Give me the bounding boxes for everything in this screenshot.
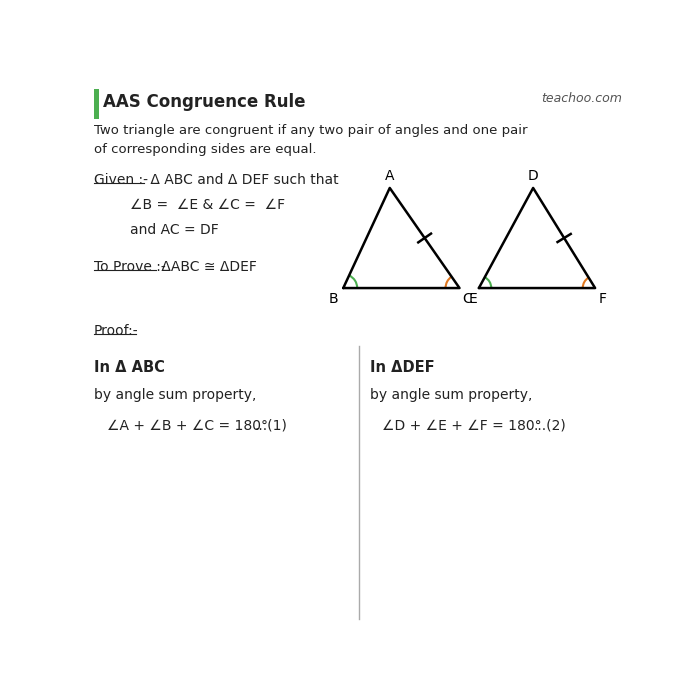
- Text: B: B: [328, 292, 338, 306]
- Text: ∠B =  ∠E & ∠C =  ∠F: ∠B = ∠E & ∠C = ∠F: [130, 198, 286, 212]
- Text: Two triangle are congruent if any two pair of angles and one pair
of correspondi: Two triangle are congruent if any two pa…: [94, 124, 527, 156]
- Text: In ΔDEF: In ΔDEF: [370, 360, 435, 374]
- Text: ...(1): ...(1): [254, 419, 287, 433]
- Text: and AC = DF: and AC = DF: [130, 223, 219, 237]
- Text: F: F: [598, 292, 606, 306]
- Text: ∠A + ∠B + ∠C = 180°: ∠A + ∠B + ∠C = 180°: [107, 419, 268, 433]
- Text: To Prove :-: To Prove :-: [94, 260, 165, 274]
- Text: E: E: [468, 292, 477, 306]
- Text: A: A: [385, 169, 395, 183]
- Text: ΔABC ≅ ΔDEF: ΔABC ≅ ΔDEF: [158, 260, 257, 274]
- Text: ...(2): ...(2): [533, 419, 566, 433]
- Text: by angle sum property,: by angle sum property,: [370, 388, 533, 402]
- Text: Given :-: Given :-: [94, 173, 148, 187]
- Text: In Δ ABC: In Δ ABC: [94, 360, 164, 374]
- Text: AAS Congruence Rule: AAS Congruence Rule: [103, 92, 305, 111]
- Text: Δ ABC and Δ DEF such that: Δ ABC and Δ DEF such that: [146, 173, 338, 187]
- Text: ∠D + ∠E + ∠F = 180°: ∠D + ∠E + ∠F = 180°: [382, 419, 542, 433]
- FancyBboxPatch shape: [94, 90, 99, 119]
- Text: D: D: [528, 169, 538, 183]
- Text: C: C: [463, 292, 473, 306]
- Text: teachoo.com: teachoo.com: [541, 92, 622, 105]
- Text: by angle sum property,: by angle sum property,: [94, 388, 256, 402]
- Text: Proof:-: Proof:-: [94, 324, 139, 338]
